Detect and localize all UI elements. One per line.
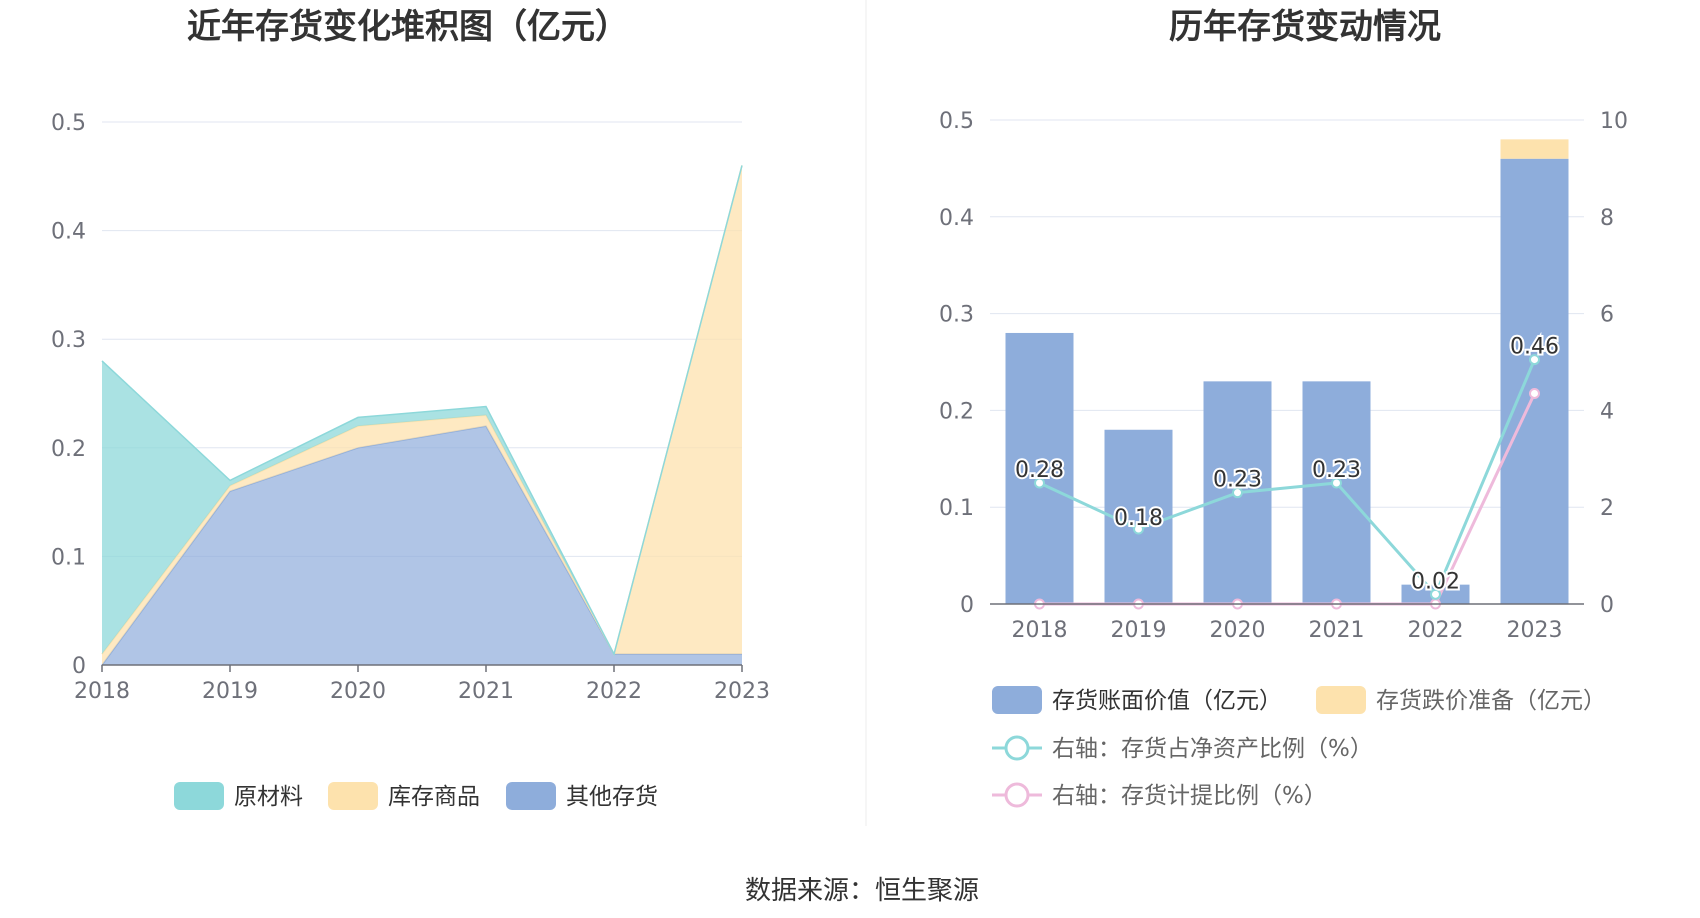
line-point-1 <box>1529 387 1540 399</box>
line-point-0 <box>1133 523 1144 535</box>
right-y2-tick-label: 2 <box>1600 496 1614 521</box>
source-note: 数据来源：恒生聚源 <box>745 876 979 906</box>
right-legend-label-book: 存货账面价值（亿元） <box>1052 688 1282 714</box>
right-data-labels: 0.28 0.18 0.23 0.23 0.02 0.46 <box>1013 333 1561 597</box>
area-series-1 <box>102 165 742 665</box>
right-legend-swatch-reserve <box>1316 686 1366 714</box>
left-areas <box>101 165 743 666</box>
left-legend-swatch <box>174 782 224 810</box>
right-axis: 2018 2019 2020 2021 2022 2023 <box>990 603 1584 643</box>
right-legend-swatch-book <box>992 686 1042 714</box>
left-legend-label: 原材料 <box>234 784 303 810</box>
right-legend-line-marker <box>1004 735 1030 761</box>
right-x-tick-label: 2018 <box>1012 618 1068 643</box>
left-x-tick-label: 2019 <box>202 679 258 704</box>
bar-data-label: 0.23 <box>1312 458 1361 483</box>
left-y-tick-label: 0.5 <box>51 111 86 136</box>
right-y-tick-label: 0.5 <box>939 109 974 134</box>
left-legend-label: 其他存货 <box>566 784 658 810</box>
right-legend-line-label: 右轴：存货计提比例（%） <box>1052 783 1327 809</box>
right-legend-label-reserve: 存货跌价准备（亿元） <box>1376 688 1606 714</box>
line-point-0 <box>1034 477 1045 489</box>
right-x-tick-label: 2019 <box>1111 618 1167 643</box>
right-bars <box>1005 139 1569 604</box>
area-line-2 <box>101 165 743 657</box>
left-legend-swatch <box>328 782 378 810</box>
left-y-tick-label: 0.3 <box>51 328 86 353</box>
right-y2-tick-label: 10 <box>1600 109 1628 134</box>
bar-book-value <box>1302 381 1371 604</box>
bar-data-label: 0.18 <box>1114 506 1163 531</box>
left-y-tick-label: 0.4 <box>51 220 86 245</box>
bar-data-label: 0.28 <box>1015 458 1064 483</box>
right-y-tick-label: 0.2 <box>939 399 974 424</box>
bar-line-chart: 历年存货变动情况 0 0 0.1 2 0.2 4 0.3 6 0.4 8 0.5 10 0.28 0.1… <box>939 7 1628 809</box>
line-point-0 <box>1430 588 1441 600</box>
bar-reserve <box>1500 139 1569 159</box>
left-y-tick-label: 0.2 <box>51 437 86 462</box>
stacked-area-chart: 近年存货变化堆积图（亿元） 00.10.20.30.40.5 2018 2019 2… <box>51 7 770 810</box>
left-chart-title: 近年存货变化堆积图（亿元） <box>187 7 629 47</box>
line-point-0 <box>1232 487 1243 499</box>
bar-book-value <box>1500 158 1569 604</box>
left-axis: 2018 2019 2020 2021 2022 2023 <box>74 664 770 704</box>
bar-data-label: 0.02 <box>1411 569 1460 594</box>
bar-data-label: 0.23 <box>1213 468 1262 493</box>
right-legend-line-label: 右轴：存货占净资产比例（%） <box>1052 736 1373 762</box>
right-chart-title: 历年存货变动情况 <box>1169 7 1441 47</box>
right-y-tick-label: 0 <box>960 593 974 618</box>
line-point-0 <box>1529 354 1540 366</box>
right-y-tick-label: 0.1 <box>939 496 974 521</box>
right-legend-line-marker <box>1004 782 1030 808</box>
right-x-tick-label: 2020 <box>1210 618 1266 643</box>
left-x-tick-label: 2020 <box>330 679 386 704</box>
left-y-tick-label: 0.1 <box>51 545 86 570</box>
bar-book-value <box>1005 332 1074 604</box>
left-legend-swatch <box>506 782 556 810</box>
right-y2-tick-label: 8 <box>1600 206 1614 231</box>
bar-data-label: 0.46 <box>1510 335 1559 360</box>
left-y-tick-label: 0 <box>72 654 86 679</box>
area-series-0 <box>102 426 742 665</box>
right-y2-tick-label: 0 <box>1600 593 1614 618</box>
left-legend-label: 库存商品 <box>388 784 480 810</box>
left-legend: 原材料 库存商品 其他存货 <box>174 782 658 810</box>
line-point-0 <box>1331 477 1342 489</box>
left-x-tick-label: 2022 <box>586 679 642 704</box>
right-y2-tick-label: 6 <box>1600 303 1614 328</box>
right-x-tick-label: 2023 <box>1507 618 1563 643</box>
right-x-tick-label: 2022 <box>1408 618 1464 643</box>
right-legend: 存货账面价值（亿元） 存货跌价准备（亿元）右轴：存货占净资产比例（%） 右轴：存货计… <box>992 686 1606 809</box>
right-y-tick-label: 0.4 <box>939 206 974 231</box>
right-x-tick-label: 2021 <box>1309 618 1365 643</box>
right-y-tick-label: 0.3 <box>939 303 974 328</box>
left-x-tick-label: 2021 <box>458 679 514 704</box>
left-x-tick-label: 2023 <box>714 679 770 704</box>
right-y2-tick-label: 4 <box>1600 399 1614 424</box>
left-x-tick-label: 2018 <box>74 679 130 704</box>
line-series-0 <box>1038 358 1536 598</box>
